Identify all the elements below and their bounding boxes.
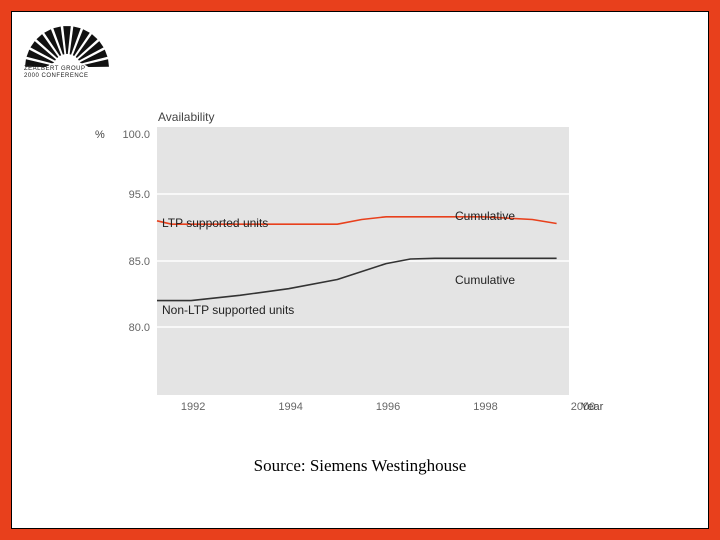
- series-lines: [156, 216, 557, 302]
- series-line-non-ltp: [157, 257, 557, 302]
- y-tick-label: 80.0: [129, 322, 150, 334]
- conference-logo: ZEALBERT GROUP 2000 CONFERENCE: [24, 22, 110, 82]
- logo-ray: [53, 26, 65, 55]
- y-tick-label: 100.0: [122, 129, 150, 141]
- logo-ray: [63, 26, 71, 55]
- sunburst-logo-icon: [25, 26, 109, 68]
- logo-ray: [78, 41, 104, 61]
- x-axis-label: Year: [581, 401, 604, 413]
- x-tick-label: 1994: [278, 401, 302, 413]
- y-axis-label: %: [95, 129, 105, 141]
- x-tick-label: 1992: [181, 401, 205, 413]
- x-tick-label: 1996: [376, 401, 400, 413]
- logo-ray: [26, 49, 55, 64]
- gridlines: [157, 193, 569, 328]
- y-tick-label: 85.0: [129, 256, 150, 268]
- logo-ray: [69, 26, 81, 55]
- x-tick-label: 1998: [473, 401, 497, 413]
- x-tick-labels: 1992 1994 1996 1998 2000: [181, 401, 595, 413]
- series-label-non-ltp: Non-LTP supported units: [162, 303, 294, 317]
- logo-ray: [80, 59, 109, 68]
- chart-title: Availability: [158, 110, 214, 124]
- series-end-label-ltp: Cumulative: [455, 209, 515, 223]
- y-tick-labels: 100.0 95.0 85.0 80.0: [122, 129, 150, 334]
- logo-ray: [36, 34, 59, 59]
- logo-ray: [25, 59, 54, 68]
- source-caption: Source: Siemens Westinghouse: [253, 456, 467, 475]
- y-tick-label: 95.0: [129, 189, 150, 201]
- logo-ray: [44, 29, 62, 56]
- logo-text-line1: ZEALBERT GROUP: [24, 66, 86, 72]
- logo-ray: [72, 29, 90, 56]
- series-label-ltp: LTP supported units: [162, 216, 268, 230]
- x-tick-label: 2000: [571, 401, 595, 413]
- series-line-ltp: [156, 216, 557, 225]
- logo-text-line2: 2000 CONFERENCE: [24, 73, 89, 79]
- series-end-label-non-ltp: Cumulative: [455, 273, 515, 287]
- logo-ray: [30, 41, 56, 61]
- logo-ray: [75, 34, 98, 59]
- logo-ray: [79, 49, 108, 64]
